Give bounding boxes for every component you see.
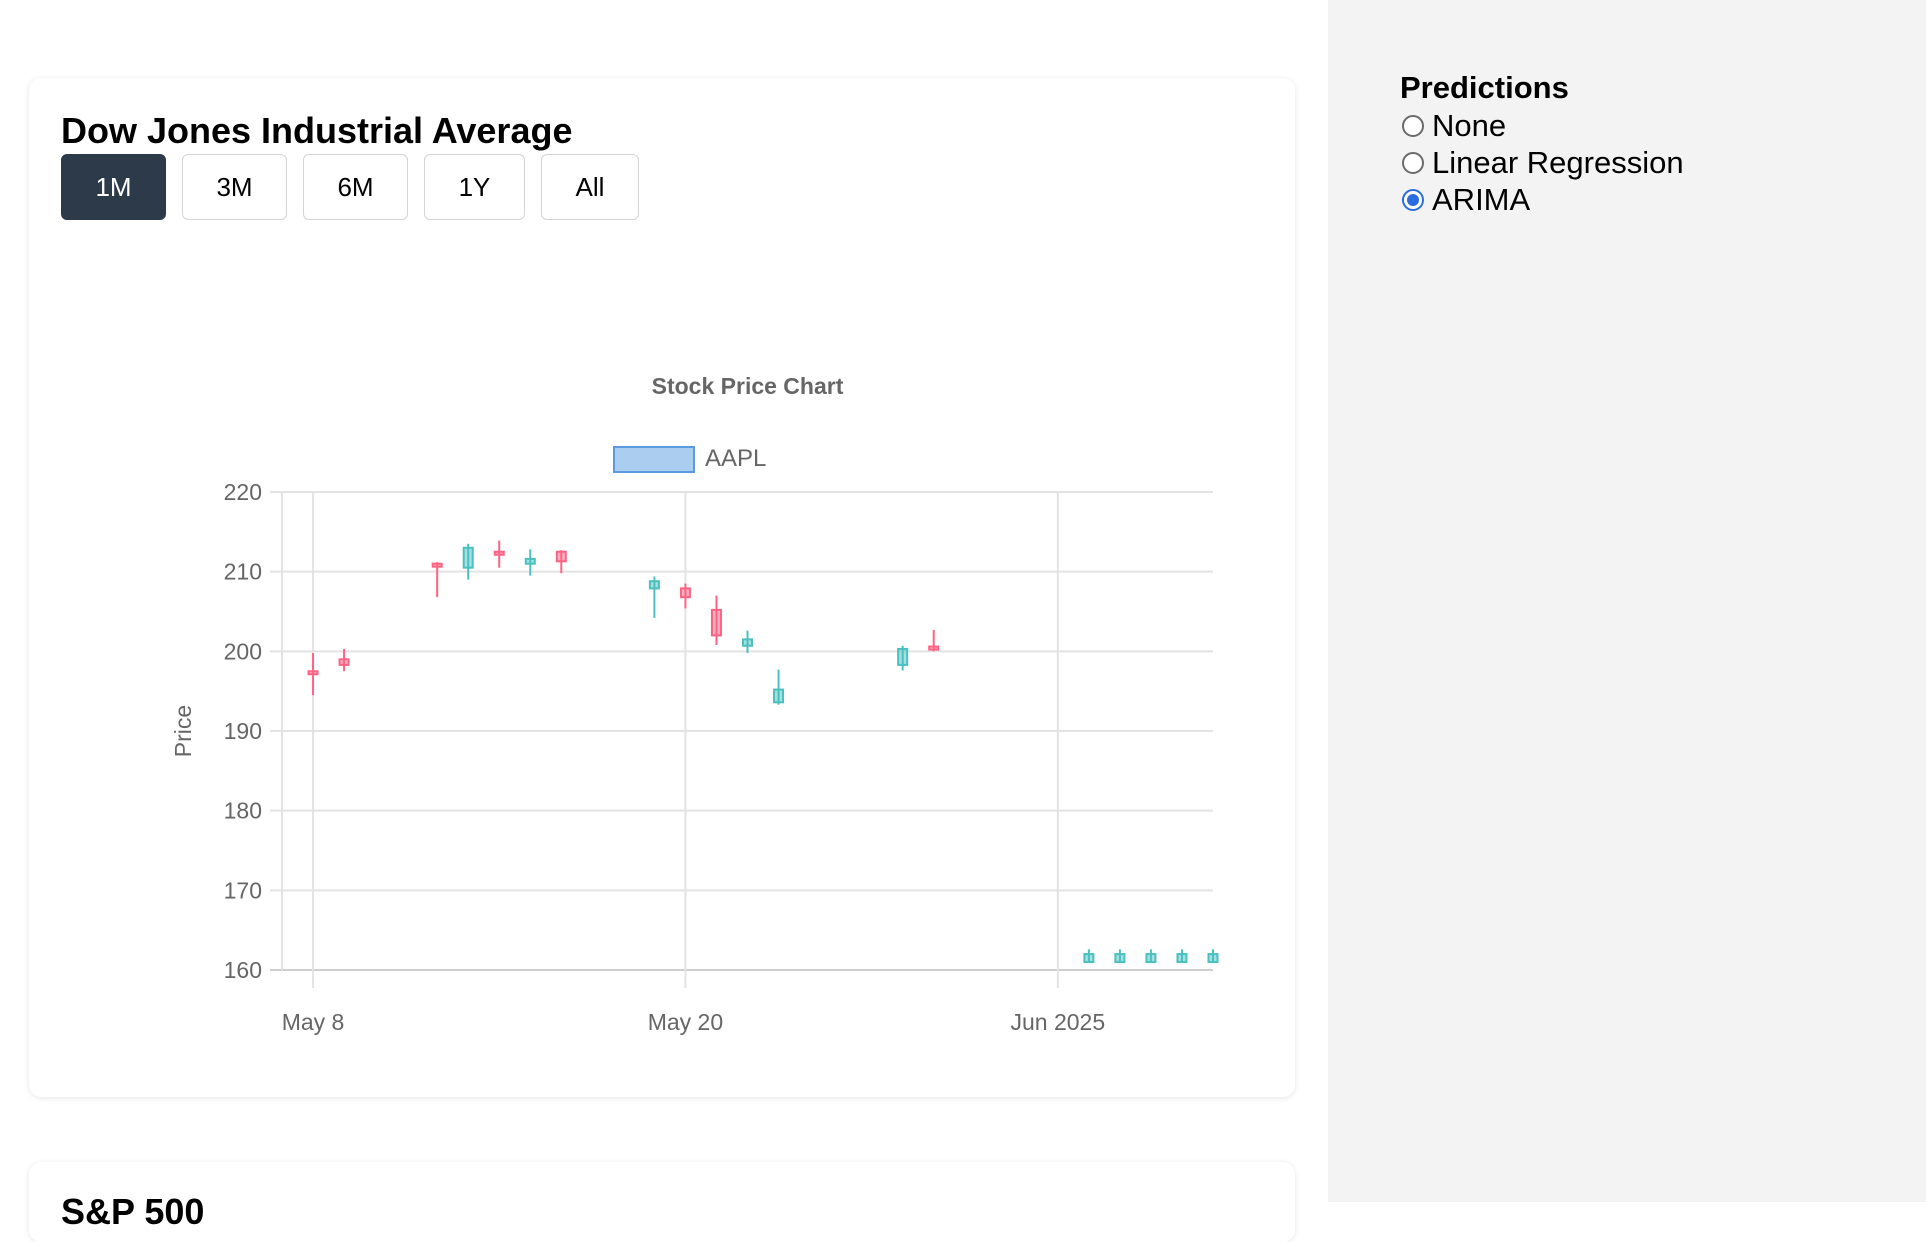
candle-body [555,550,567,563]
range-button-1y[interactable]: 1Y [424,154,525,220]
candle-body [524,557,536,565]
y-tick-label: 180 [224,798,262,824]
radio-none[interactable] [1402,114,1424,137]
y-tick-label: 210 [224,559,262,585]
range-button-all[interactable]: All [541,154,639,220]
candle-body [462,546,474,569]
radio-arima[interactable] [1402,188,1424,211]
prediction-option-label: None [1432,107,1507,143]
y-tick-label: 170 [224,877,262,903]
card-title: S&P 500 [61,1191,205,1232]
main-content: Dow Jones Industrial Average 1M 3M 6M 1Y… [29,78,1295,1232]
candle-body [307,670,319,676]
candle-body [338,658,350,666]
prediction-option-label: Linear Regression [1432,144,1684,180]
candle-body [648,580,660,590]
x-tick-label: Jun 2025 [1011,1009,1106,1035]
y-tick-label: 160 [224,957,262,983]
prediction-option-arima[interactable]: ARIMA [1400,181,1684,218]
range-button-1m[interactable]: 1M [61,154,166,220]
candle-body [1114,953,1126,964]
candle-body [897,647,909,666]
candle-body [710,608,722,637]
card-title: Dow Jones Industrial Average [61,110,573,151]
prediction-option-label: ARIMA [1432,181,1531,217]
chart-title: Stock Price Chart [652,373,844,399]
legend-swatch [613,446,695,473]
candle-body [493,550,505,556]
candle-body [1145,953,1157,964]
index-card-sp500: S&P 500 [29,1162,1295,1242]
prediction-option-linear-regression[interactable]: Linear Regression [1400,144,1684,181]
candle-body [742,638,753,647]
chart-canvas: Stock Price Chart AAPL 160 170 180 190 200 210 2… [170,373,1219,1035]
y-tick-label: 220 [224,479,262,505]
legend-label: AAPL [705,445,766,472]
candle-body [773,688,785,704]
prediction-option-none[interactable]: None [1400,107,1684,144]
y-tick-label: 200 [224,638,262,664]
candle-body [1083,953,1095,964]
x-tick-label: May 8 [282,1009,345,1035]
predictions-title: Predictions [1400,70,1569,105]
candle-body [928,645,940,651]
range-button-6m[interactable]: 6M [303,154,408,220]
predictions-sidebar [1328,0,1926,1202]
radio-linear-regression[interactable] [1402,151,1424,174]
candle-body [431,562,443,568]
stock-price-chart: Stock Price Chart AAPL 160 170 180 190 200 210 2… [149,348,1249,1048]
x-tick-label: May 20 [648,1009,723,1035]
index-card-dow-jones: Dow Jones Industrial Average 1M 3M 6M 1Y… [29,78,1295,1097]
range-button-3m[interactable]: 3M [182,154,287,220]
y-axis-label: Price [170,705,196,757]
candle-body [679,587,691,599]
candle-body [1207,953,1219,964]
candle-body [1176,953,1188,964]
predictions-panel: Predictions None Linear Regression ARIMA [1400,70,1684,218]
y-tick-label: 190 [224,718,262,744]
